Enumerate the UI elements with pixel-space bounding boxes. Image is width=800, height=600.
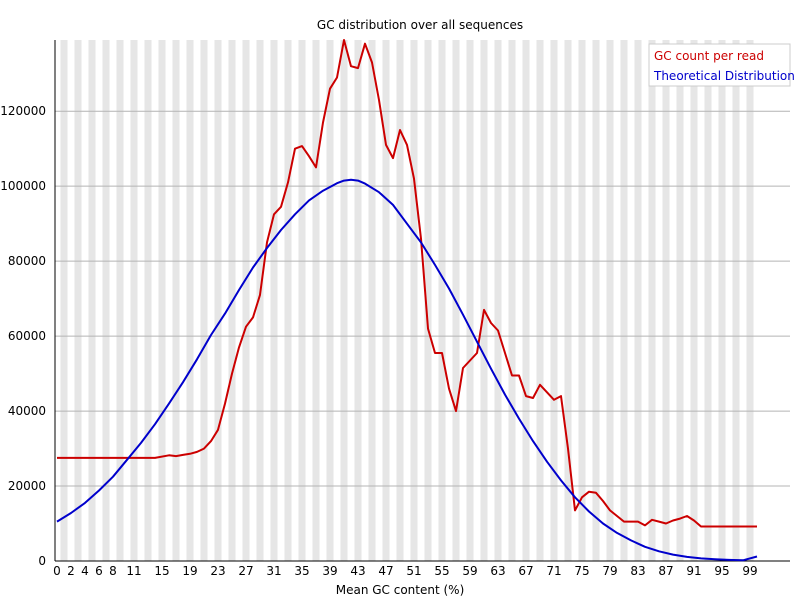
bg-stripe: [662, 40, 670, 561]
x-tick-label: 31: [266, 564, 281, 578]
chart-title: GC distribution over all sequences: [317, 18, 523, 32]
bg-stripe: [550, 40, 558, 561]
series-line-gc-count: [57, 39, 757, 528]
x-tick-labels: 0 2 4 6 8 11 15 19 23 27 31 35 39 43 47 51 55 59 63 67 71 75 7…: [53, 564, 757, 578]
bg-stripe: [690, 40, 698, 561]
y-tick-label: 120000: [0, 104, 46, 118]
x-tick-label: 91: [686, 564, 701, 578]
x-tick-label: 8: [109, 564, 117, 578]
y-tick-label: 60000: [8, 329, 46, 343]
bg-stripe: [382, 40, 390, 561]
bg-stripe: [158, 40, 166, 561]
legend-item-gc-count: GC count per read: [654, 49, 764, 63]
bg-stripe: [648, 40, 656, 561]
bg-stripe: [60, 40, 68, 561]
x-tick-label: 6: [95, 564, 103, 578]
series-layer: [56, 39, 758, 562]
x-tick-label: 27: [238, 564, 253, 578]
bg-stripe: [312, 40, 320, 561]
bg-stripe: [522, 40, 530, 561]
bg-stripe: [536, 40, 544, 561]
x-tick-label: 71: [546, 564, 561, 578]
bg-stripe: [270, 40, 278, 561]
bg-stripe: [172, 40, 180, 561]
x-tick-label: 95: [714, 564, 729, 578]
x-tick-label: 47: [378, 564, 393, 578]
x-axis-label: Mean GC content (%): [336, 583, 465, 597]
bg-stripe: [676, 40, 684, 561]
bg-stripe: [242, 40, 250, 561]
x-tick-label: 0: [53, 564, 61, 578]
bg-stripe: [438, 40, 446, 561]
bg-stripe: [256, 40, 264, 561]
x-tick-label: 2: [67, 564, 75, 578]
x-tick-label: 67: [518, 564, 533, 578]
x-tick-label: 39: [322, 564, 337, 578]
bg-stripe: [494, 40, 502, 561]
bg-stripe: [298, 40, 306, 561]
bg-stripe: [424, 40, 432, 561]
x-tick-label: 87: [658, 564, 673, 578]
bg-stripe: [144, 40, 152, 561]
bg-stripe: [620, 40, 628, 561]
bg-stripe: [634, 40, 642, 561]
x-tick-label: 99: [742, 564, 757, 578]
legend-item-theoretical: Theoretical Distribution: [653, 69, 795, 83]
x-tick-label: 55: [434, 564, 449, 578]
bg-stripe: [578, 40, 586, 561]
x-tick-label: 75: [574, 564, 589, 578]
bg-stripe: [368, 40, 376, 561]
y-tick-label: 0: [38, 554, 46, 568]
bg-stripe: [606, 40, 614, 561]
bg-stripe: [186, 40, 194, 561]
bg-stripe: [396, 40, 404, 561]
y-tick-labels: 0 20000 40000 60000 80000 100000 120000: [0, 104, 46, 568]
bg-stripe: [74, 40, 82, 561]
series-line-theoretical: [56, 178, 758, 562]
bg-stripe: [284, 40, 292, 561]
bg-stripe: [214, 40, 222, 561]
bg-stripe: [592, 40, 600, 561]
bg-stripe: [704, 40, 712, 561]
legend: GC count per read Theoretical Distributi…: [648, 43, 795, 87]
bg-stripe: [564, 40, 572, 561]
x-tick-label: 35: [294, 564, 309, 578]
x-tick-label: 4: [81, 564, 89, 578]
bg-stripe: [200, 40, 208, 561]
x-tick-label: 59: [462, 564, 477, 578]
y-tick-label: 100000: [0, 179, 46, 193]
x-tick-label: 83: [630, 564, 645, 578]
bg-stripe: [732, 40, 740, 561]
x-tick-label: 63: [490, 564, 505, 578]
x-tick-label: 23: [210, 564, 225, 578]
bg-stripe: [410, 40, 418, 561]
x-tick-label: 11: [126, 564, 141, 578]
y-tick-label: 40000: [8, 404, 46, 418]
bg-stripe: [508, 40, 516, 561]
bg-stripe: [466, 40, 474, 561]
x-tick-label: 43: [350, 564, 365, 578]
bg-stripe: [102, 40, 110, 561]
background-stripes: [60, 40, 754, 561]
y-tick-label: 20000: [8, 479, 46, 493]
bg-stripe: [354, 40, 362, 561]
bg-stripe: [116, 40, 124, 561]
y-tick-label: 80000: [8, 254, 46, 268]
bg-stripe: [130, 40, 138, 561]
x-tick-label: 19: [182, 564, 197, 578]
bg-stripe: [480, 40, 488, 561]
x-tick-label: 15: [154, 564, 169, 578]
x-tick-label: 79: [602, 564, 617, 578]
bg-stripe: [326, 40, 334, 561]
x-tick-label: 51: [406, 564, 421, 578]
bg-stripe: [718, 40, 726, 561]
bg-stripe: [746, 40, 754, 561]
bg-stripe: [88, 40, 96, 561]
bg-stripe: [340, 40, 348, 561]
legend-box: [648, 43, 791, 87]
